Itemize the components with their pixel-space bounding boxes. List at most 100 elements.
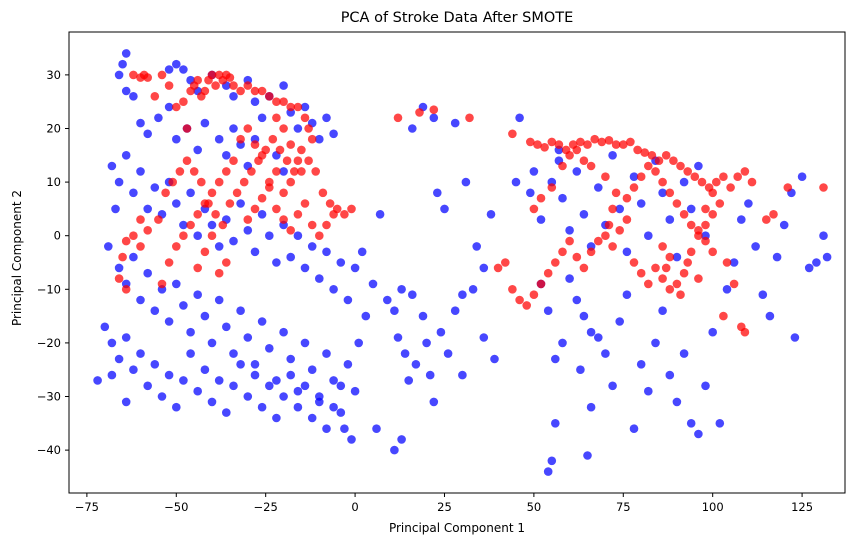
data-point [293, 386, 303, 396]
data-point [540, 143, 549, 152]
data-point [729, 258, 739, 267]
data-point [722, 258, 732, 267]
data-point [200, 118, 210, 128]
data-point [114, 263, 124, 273]
data-point [214, 242, 224, 251]
data-point [594, 333, 603, 342]
data-point [157, 392, 167, 401]
data-point [551, 354, 560, 364]
data-point [250, 140, 260, 149]
data-point [611, 140, 621, 149]
data-point [104, 242, 113, 251]
data-point [297, 145, 306, 155]
data-point [458, 370, 467, 380]
data-point [282, 156, 292, 165]
data-point [254, 156, 263, 165]
data-point [486, 210, 496, 219]
data-point [708, 327, 717, 337]
data-point [250, 360, 260, 369]
data-point [819, 183, 828, 192]
data-point [93, 376, 102, 385]
data-point [404, 376, 414, 385]
x-axis-ticks: −75 −50 −25 0 25 50 75 100 125 [75, 493, 813, 514]
data-points [93, 49, 832, 476]
data-point [661, 263, 671, 273]
data-point [665, 188, 675, 198]
data-point [533, 140, 542, 149]
data-point [629, 424, 639, 434]
x-tick-label: 50 [527, 500, 542, 514]
data-point [172, 199, 181, 208]
data-point [286, 354, 296, 364]
data-point [186, 349, 195, 358]
data-point [182, 124, 192, 133]
data-point [143, 268, 152, 278]
data-point [508, 285, 517, 294]
data-point [733, 172, 742, 181]
data-point [822, 252, 832, 262]
data-point [543, 268, 553, 278]
x-axis-label: Principal Component 1 [389, 521, 525, 535]
data-point [293, 210, 303, 219]
data-point [261, 145, 271, 155]
data-point [286, 102, 296, 112]
data-point [107, 370, 117, 380]
data-point [150, 92, 160, 101]
data-point [708, 247, 717, 257]
data-point [579, 156, 589, 165]
data-point [129, 231, 138, 240]
data-point [236, 360, 245, 369]
data-point [440, 204, 449, 214]
data-point [715, 199, 725, 208]
data-point [744, 199, 753, 208]
data-point [701, 381, 710, 391]
data-point [150, 183, 160, 192]
y-tick-label: −30 [37, 390, 61, 404]
data-point [526, 137, 535, 147]
data-point [121, 333, 131, 342]
data-point [372, 424, 381, 434]
data-point [694, 274, 703, 283]
data-point [293, 102, 303, 112]
data-point [465, 113, 474, 123]
data-point [243, 215, 253, 224]
data-point [186, 220, 195, 230]
data-point [694, 226, 703, 235]
data-point [658, 188, 667, 198]
data-point [629, 172, 639, 181]
data-point [222, 151, 231, 160]
data-point [172, 59, 181, 69]
data-point [629, 183, 639, 192]
data-point [751, 242, 760, 251]
data-point [207, 220, 217, 230]
data-point [397, 285, 406, 294]
data-point [701, 236, 710, 246]
data-point [651, 167, 660, 176]
data-point [207, 397, 217, 407]
data-point [636, 172, 646, 181]
x-tick-label: 100 [702, 500, 724, 514]
data-point [558, 338, 567, 348]
data-point [694, 161, 703, 171]
data-point [529, 167, 539, 176]
data-point [572, 167, 582, 176]
data-point [272, 113, 281, 123]
data-point [579, 311, 589, 321]
data-point [508, 129, 517, 139]
data-point [143, 73, 152, 82]
data-point [665, 370, 675, 380]
data-point [672, 199, 682, 208]
data-point [343, 295, 353, 305]
data-point [136, 349, 145, 358]
data-point [422, 338, 431, 348]
data-point [772, 252, 782, 262]
data-point [583, 451, 592, 460]
data-point [458, 290, 467, 300]
data-point [229, 381, 238, 391]
data-point [611, 188, 621, 198]
data-point [554, 140, 564, 149]
data-point [658, 242, 667, 251]
data-point [400, 349, 410, 358]
y-tick-label: −40 [37, 443, 61, 457]
data-point [129, 92, 138, 101]
